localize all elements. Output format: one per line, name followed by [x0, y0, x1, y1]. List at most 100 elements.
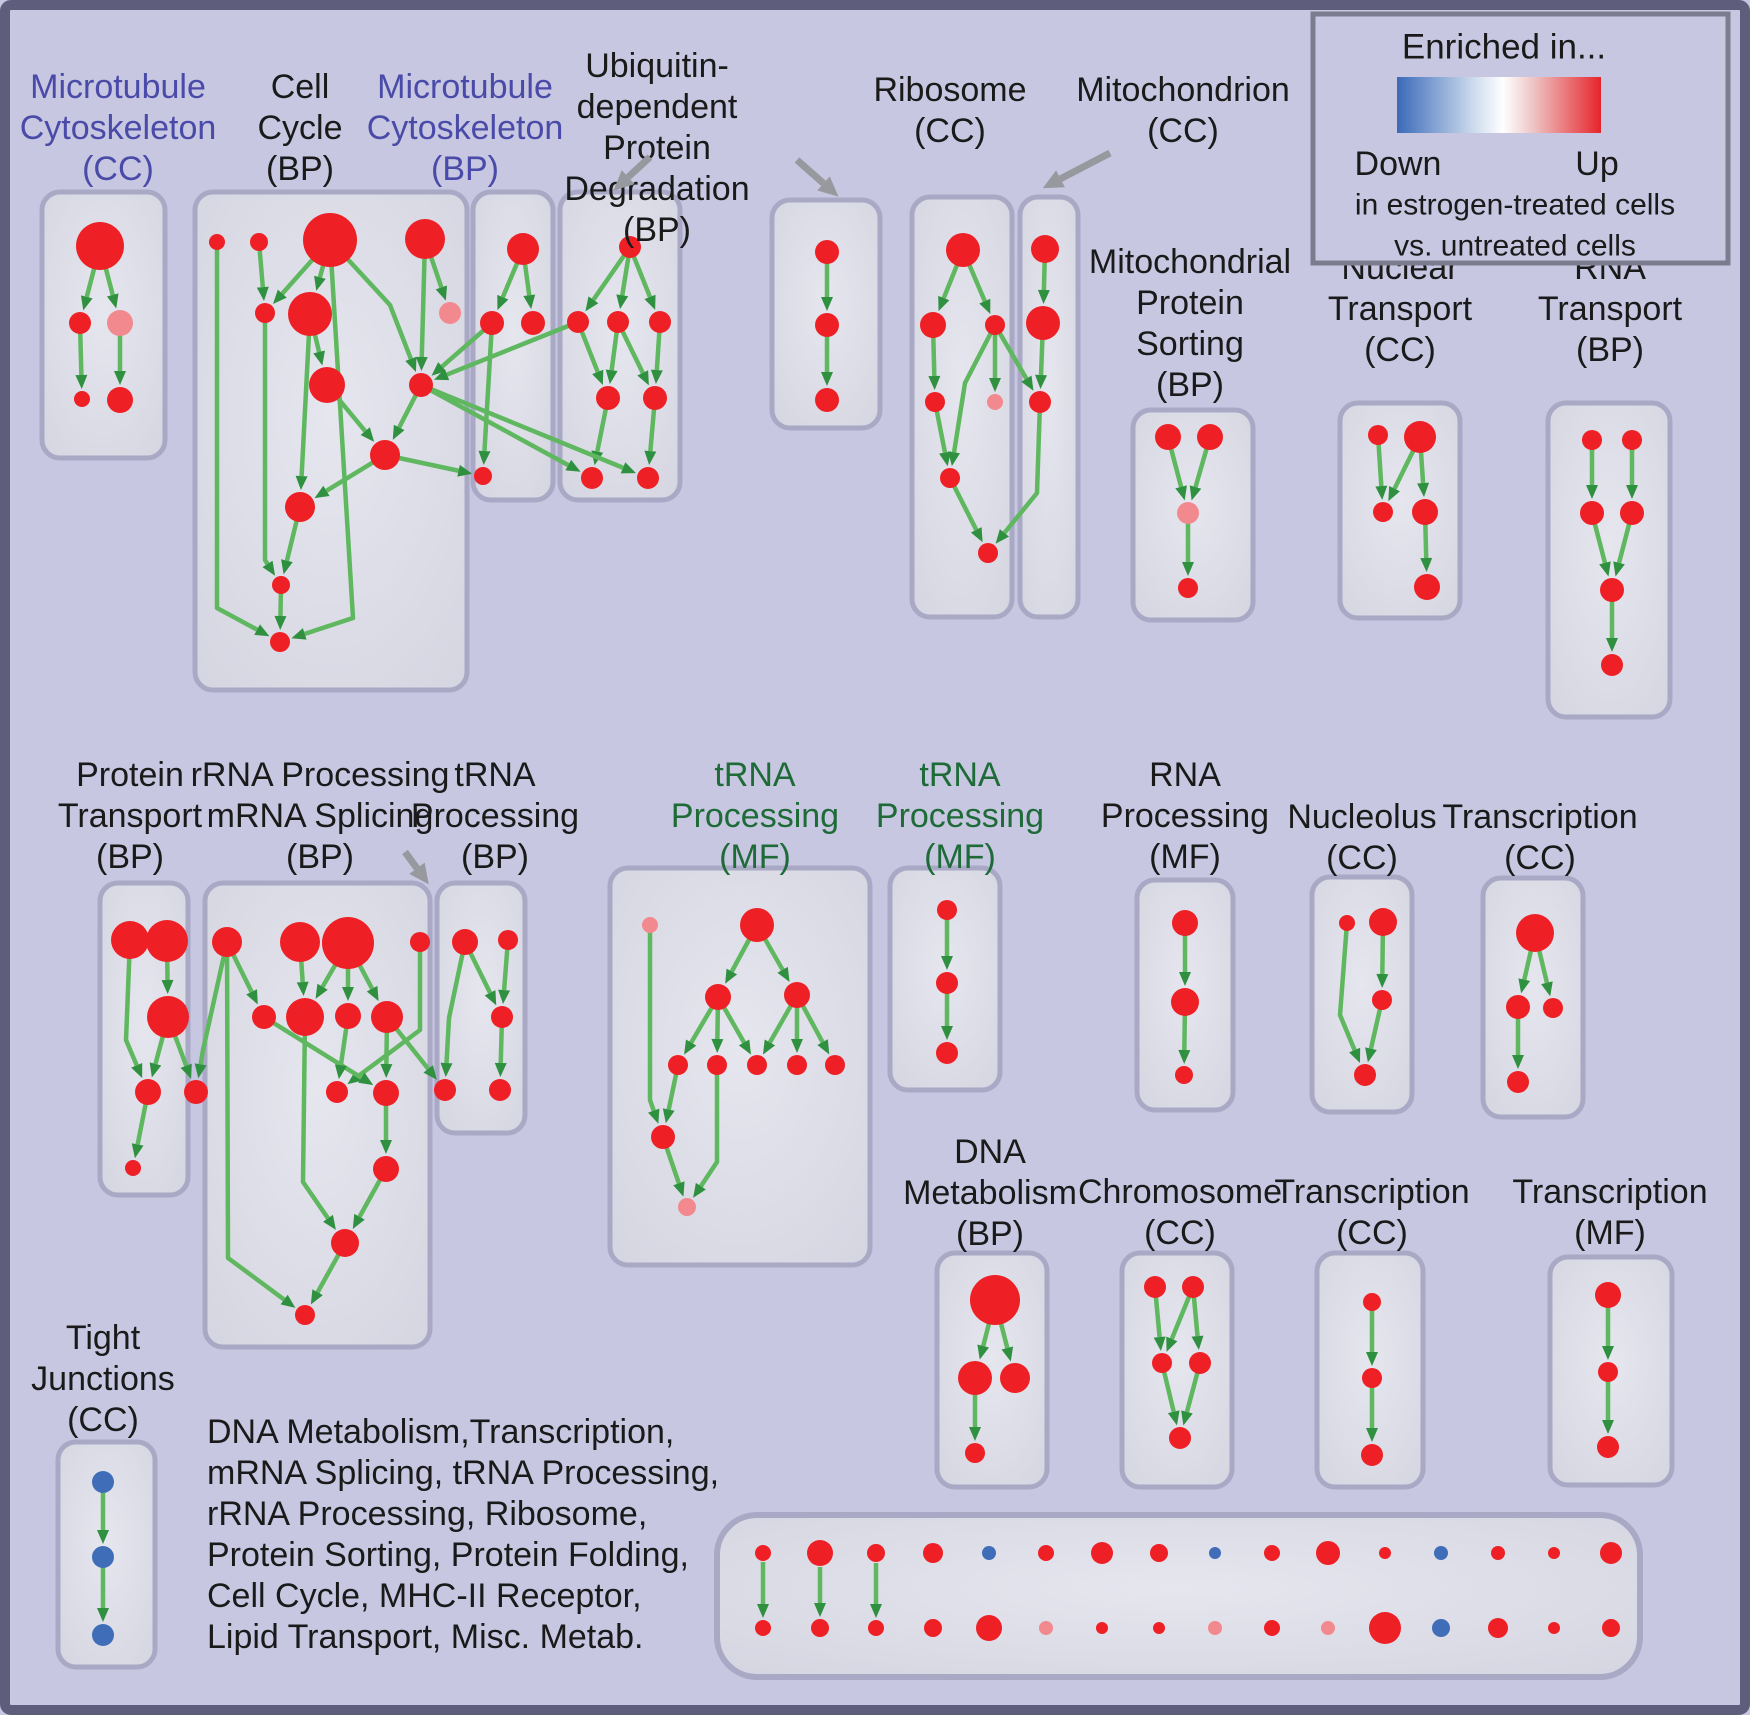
- edge-C6-C11-head: [295, 475, 308, 491]
- node-R8: [371, 1001, 403, 1033]
- node-g2: [707, 1055, 727, 1075]
- node-Rb2: [920, 312, 946, 338]
- group-label-dna-metabolism-line1: DNA: [954, 1133, 1026, 1171]
- edge-D1-D2-head: [977, 1344, 990, 1360]
- group-label-mito-protein-sorting-line2: Protein: [1136, 284, 1244, 322]
- edge-W1-W2-head: [941, 956, 953, 970]
- edge-C9-Ug-line: [420, 382, 624, 470]
- node-C3: [303, 213, 357, 267]
- node-J3: [92, 1624, 114, 1646]
- group-label-trna-processing-bp-line1: tRNA: [454, 756, 536, 794]
- node-misc-top-16: [1600, 1542, 1622, 1564]
- node-Gp2: [678, 1198, 696, 1216]
- group-box-misc: [714, 1512, 1643, 1680]
- node-Z3: [1597, 1436, 1619, 1458]
- edge-J2-J3-head: [97, 1608, 109, 1622]
- group-label-mitochondrion-cc-line2: (CC): [1147, 112, 1219, 150]
- edge-V1-V2-head: [821, 297, 833, 311]
- edge-C1-C13-line: [214, 242, 259, 632]
- edge-g1-G4-head: [662, 1108, 675, 1124]
- node-N1: [1368, 425, 1388, 445]
- node-misc-top-14: [1491, 1546, 1505, 1560]
- group-label-microtubule-bp-line1: Microtubule: [377, 68, 553, 106]
- edge-X1-X2-head: [1518, 978, 1531, 994]
- legend-down-label: Down: [1355, 145, 1442, 183]
- node-M3: [107, 310, 133, 336]
- edge-L1-L4-head: [1349, 1047, 1361, 1063]
- edge-M3-M5-head: [114, 371, 126, 385]
- node-R4: [410, 932, 430, 952]
- node-V1: [815, 240, 839, 264]
- edge-R1-R5-head: [246, 989, 258, 1005]
- group-label-rrna-mrna-line1: rRNA Processing: [191, 756, 450, 794]
- group-label-dna-metabolism-line3: (BP): [956, 1215, 1024, 1253]
- group-label-trna-processing-mf-2-line3: (MF): [924, 838, 996, 876]
- edge-C5-C12-line: [262, 313, 270, 566]
- node-G3: [784, 982, 810, 1008]
- edge-g2-Gp2-head: [693, 1182, 706, 1198]
- edge-C5-C12-head: [262, 560, 276, 576]
- group-label-trna-processing-mf-2-line1: tRNA: [919, 756, 1001, 794]
- node-C2: [250, 233, 268, 251]
- node-g4: [787, 1055, 807, 1075]
- node-misc-top-10: [1264, 1545, 1280, 1561]
- edge-Ta-Tc-head: [484, 990, 497, 1006]
- edge-M1-M3-head: [106, 293, 119, 309]
- edge-Y2-Y3-head: [1366, 1428, 1378, 1442]
- edge-C10-B4-head: [457, 464, 473, 477]
- group-label-ubiquitin-degradation-line3: Protein: [603, 129, 711, 167]
- edge-G2-g2-head: [711, 1038, 724, 1054]
- node-R11: [373, 1156, 399, 1182]
- node-misc-bottom-11: [1321, 1621, 1335, 1635]
- group-box-transcription-cc-1: [1480, 875, 1586, 1120]
- node-Te: [489, 1079, 511, 1101]
- edge-R8-R10-head: [380, 1063, 393, 1079]
- edge-T5-T6-head: [1606, 638, 1618, 652]
- node-T2: [1622, 430, 1642, 450]
- edge-C1-C13-head: [254, 624, 270, 637]
- node-Y1: [1363, 1293, 1381, 1311]
- edge-C10-C11-head: [314, 485, 330, 499]
- node-H1: [1144, 1276, 1166, 1298]
- edge-G3-g5-head: [817, 1039, 830, 1055]
- group-label-mito-protein-sorting-line3: Sorting: [1136, 325, 1244, 363]
- node-P3: [147, 996, 189, 1038]
- edge-Mi1-Mi2-head: [1037, 289, 1050, 305]
- edge-Ut-Ua-head: [585, 296, 599, 312]
- node-misc-top-13: [1434, 1546, 1448, 1560]
- node-C7: [439, 302, 461, 324]
- edge-Rb3-Mi3-line: [993, 323, 1029, 380]
- node-misc-bottom-12: [1369, 1612, 1401, 1644]
- edge-Ut-Ub-head: [616, 294, 629, 310]
- node-T6: [1601, 654, 1623, 676]
- group-label-ubiquitin-degradation-line2: dependent: [577, 88, 738, 126]
- node-G4: [651, 1125, 675, 1149]
- node-Y2: [1362, 1368, 1382, 1388]
- node-R5: [252, 1005, 276, 1029]
- node-C9: [409, 373, 433, 397]
- node-P4: [135, 1079, 161, 1105]
- edge-R1-R13-head: [280, 1294, 296, 1308]
- misc-summary-line6: Lipid Transport, Misc. Metab.: [207, 1618, 644, 1656]
- misc-summary-line1: DNA Metabolism,Transcription,: [207, 1413, 674, 1451]
- misc-summary-line5: Cell Cycle, MHC-II Receptor,: [207, 1577, 642, 1615]
- node-misc-top-5: [982, 1546, 996, 1560]
- node-misc-top-8: [1150, 1544, 1168, 1562]
- edge-Rb6-Rb7-head: [970, 527, 983, 543]
- edge-C2-C5-head: [256, 286, 269, 302]
- group-label-protein-transport-line3: (BP): [96, 838, 164, 876]
- edge-C9-Ug-head: [620, 462, 636, 474]
- edge-P3-P5-head: [180, 1063, 192, 1079]
- node-Q3: [1175, 1066, 1193, 1084]
- group-label-microtubule-bp-line2: Cytoskeleton: [367, 109, 564, 147]
- edge-N4-N5-head: [1420, 557, 1433, 573]
- legend-subtitle-line1: in estrogen-treated cells: [1355, 189, 1675, 222]
- edge-P4-P6-head: [131, 1143, 144, 1159]
- edge-W2-W3-head: [941, 1026, 953, 1040]
- node-misc-bottom-14: [1488, 1618, 1508, 1638]
- edge-Q1-Q2-head: [1179, 972, 1191, 986]
- node-D4: [965, 1443, 985, 1463]
- edge-B1-B2-head: [497, 294, 509, 311]
- node-misc-top-15: [1548, 1547, 1560, 1559]
